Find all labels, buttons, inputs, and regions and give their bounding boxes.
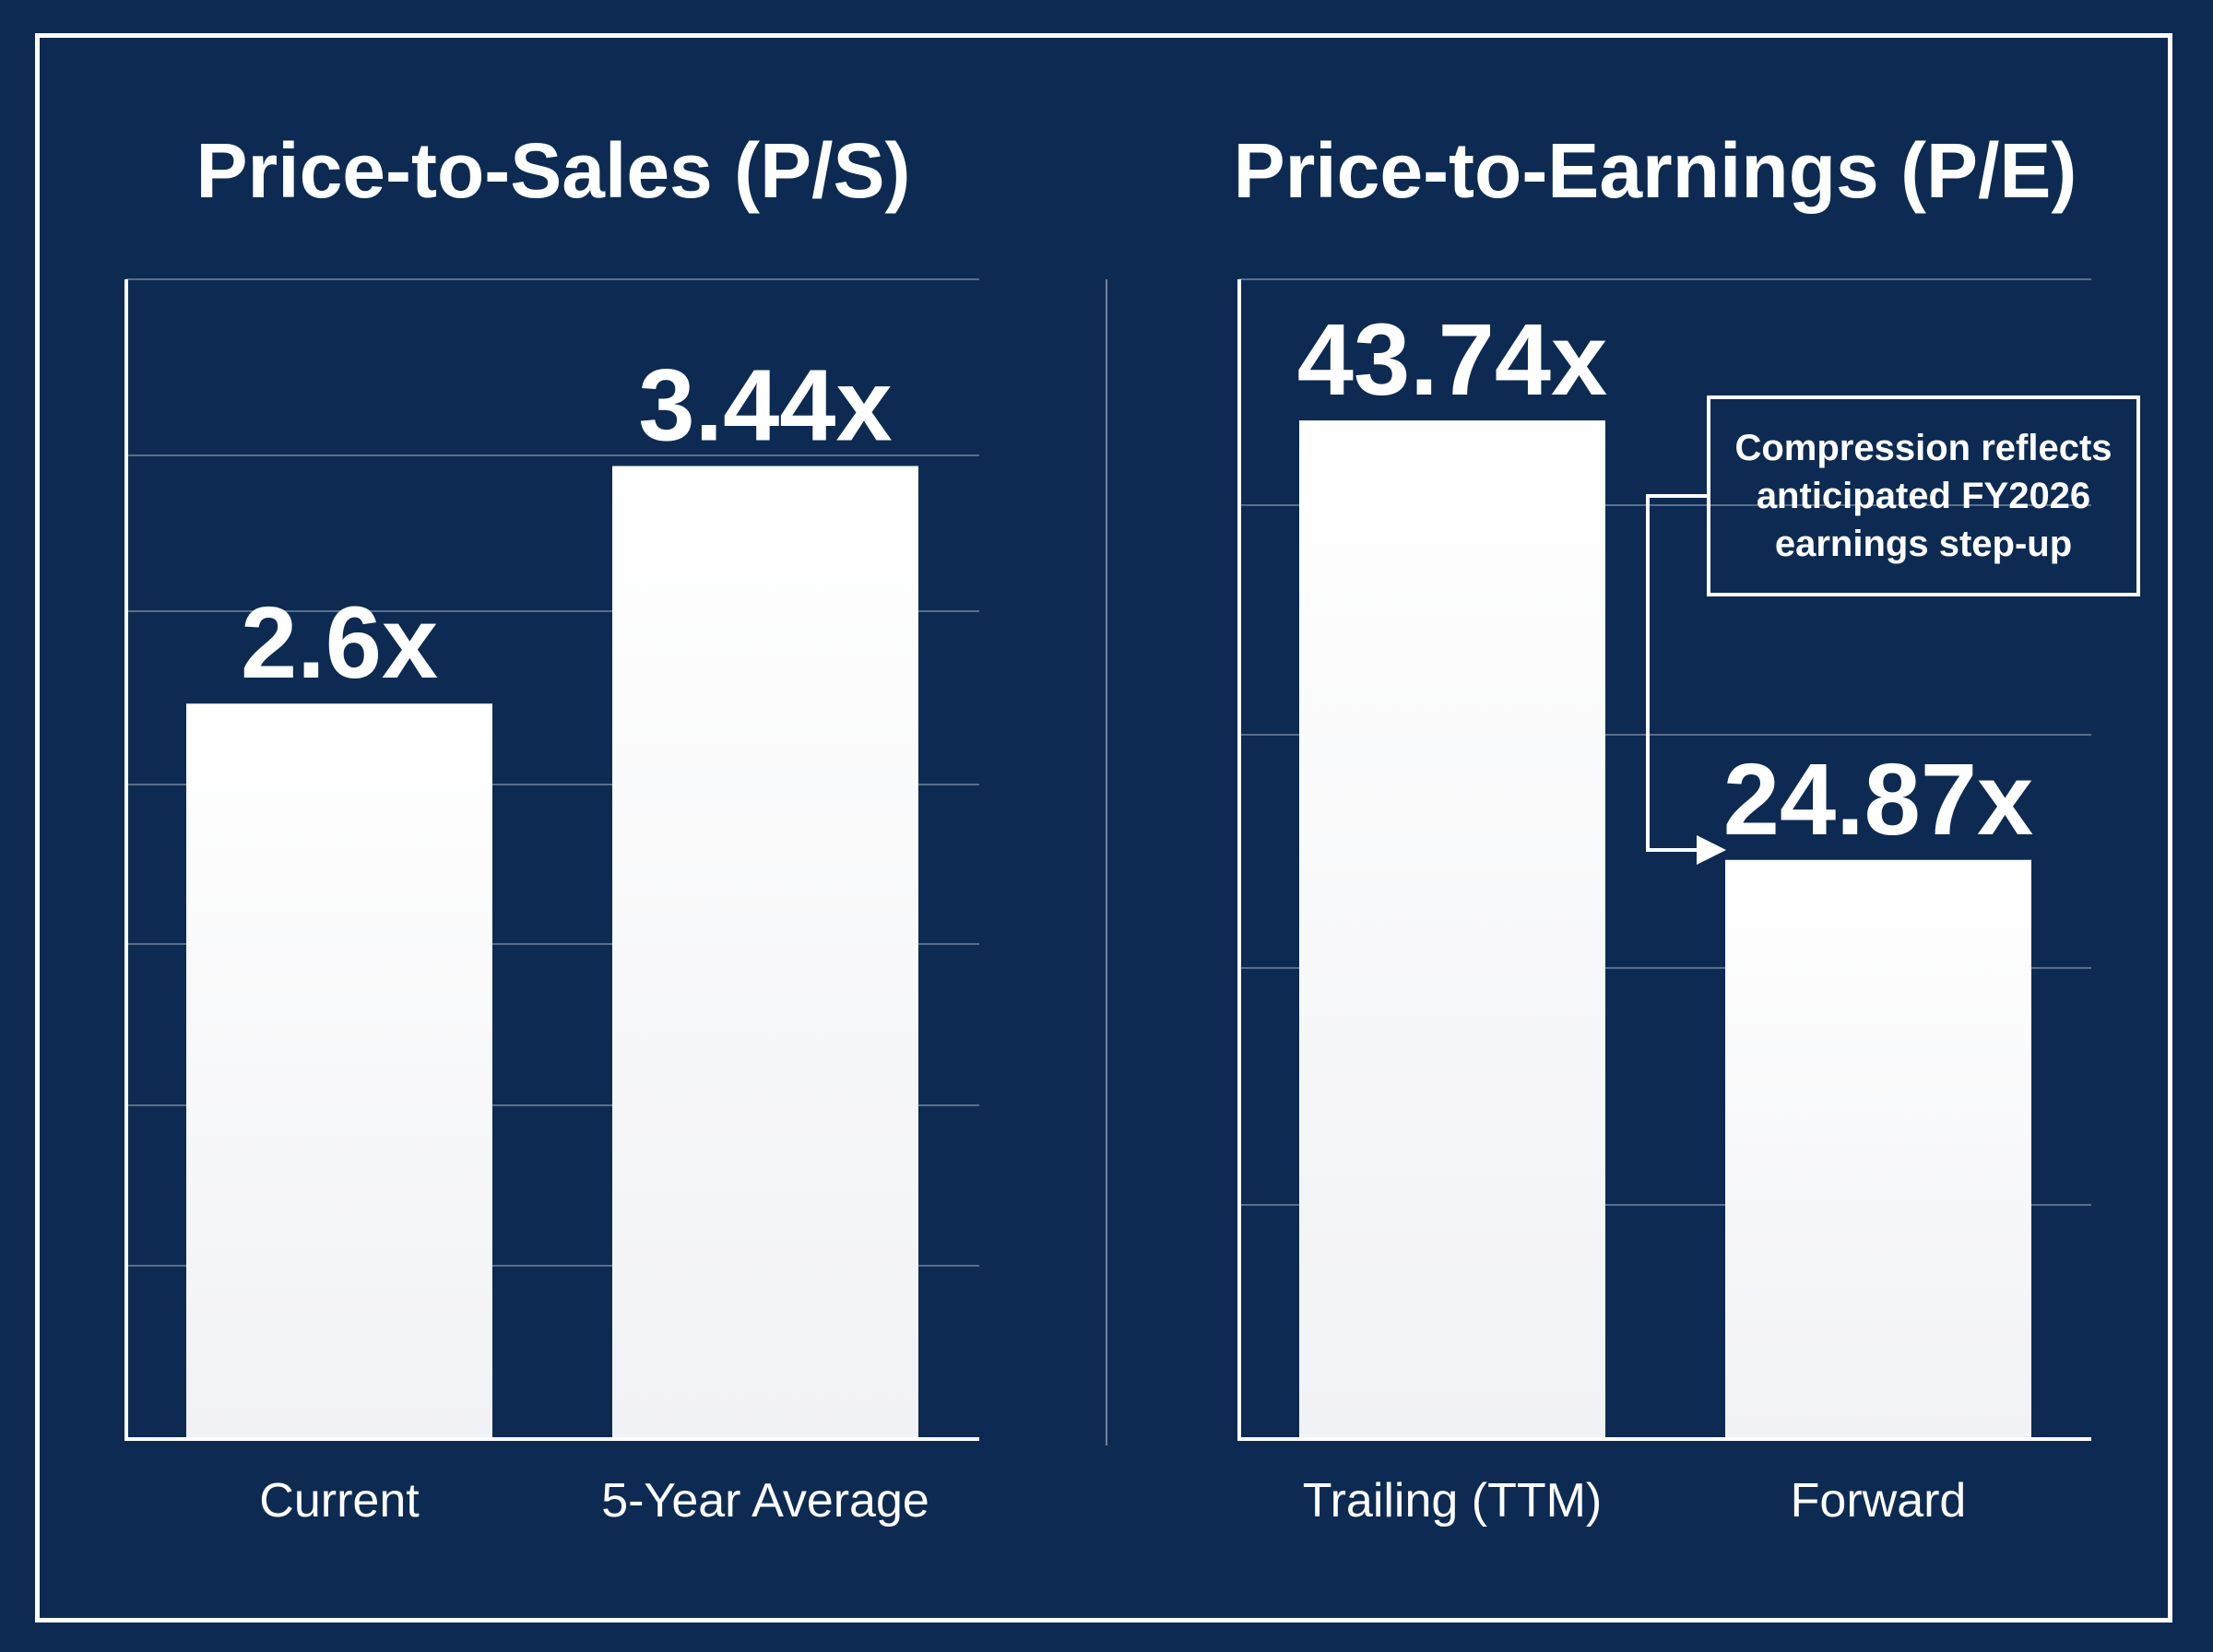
pe-annotation-arrowhead [1697,835,1726,865]
pe-bar-0 [1299,420,1605,1440]
pe-category-label-0: Trailing (TTM) [1303,1474,1603,1528]
ps-bar-1 [612,466,918,1439]
pe-annotation-connector [1646,494,1707,852]
pe-category-label-1: Forward [1791,1474,1967,1528]
pe-annotation-box: Compression reflects anticipated FY2026 … [1707,395,2140,596]
pe-value-label-1: 24.87x [1723,743,2033,856]
ps-category-label-0: Current [259,1474,420,1528]
ps-bar-0 [186,703,492,1439]
pe-value-label-0: 43.74x [1297,303,1607,417]
pe-bar-1 [1725,859,2031,1439]
pe-annotation-text: Compression reflects anticipated FY2026 … [1734,428,2112,564]
pe-chart-title: Price-to-Earnings (P/E) [1233,127,2077,214]
ps-value-label-1: 3.44x [638,349,892,463]
outer-frame [35,33,2172,1622]
panel-divider [1106,279,1107,1446]
ps-chart-title: Price-to-Sales (P/S) [195,127,911,214]
ps-value-label-0: 2.6x [241,586,438,700]
ps-category-label-1: 5-Year Average [601,1474,929,1528]
